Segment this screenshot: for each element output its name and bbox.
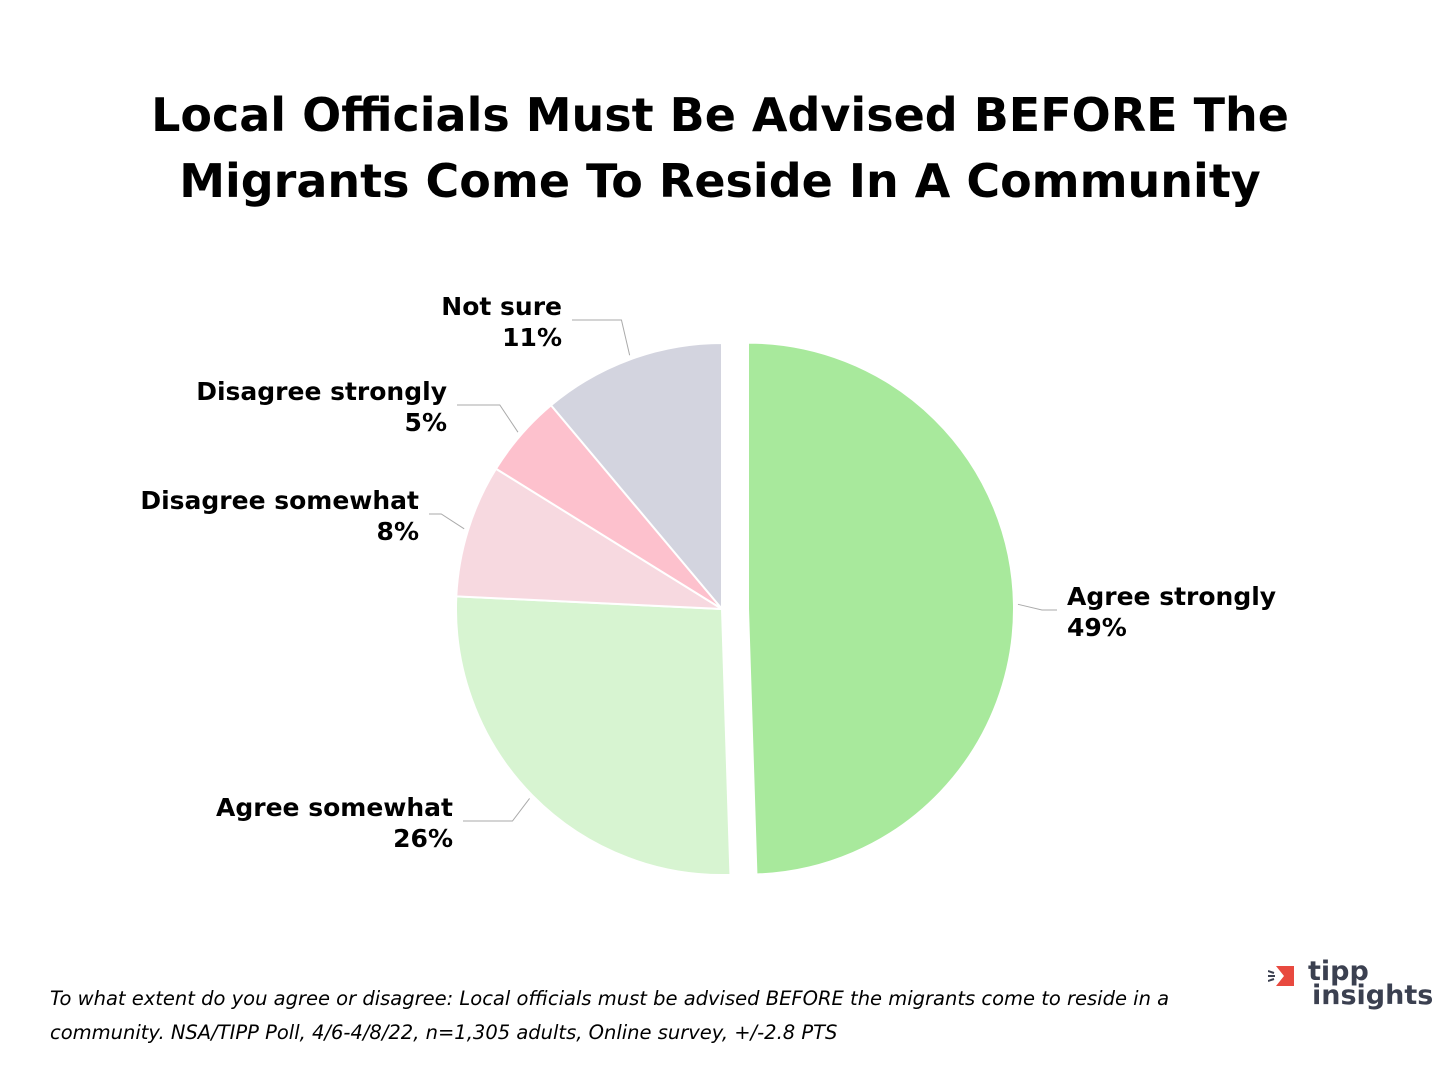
value-label: 26%: [393, 824, 453, 853]
value-label: 5%: [405, 408, 447, 437]
logo-icon: [1268, 966, 1294, 986]
logo-line: insights: [1312, 980, 1434, 1011]
slice-label: Not sure: [441, 292, 562, 321]
leader-line: [572, 319, 631, 356]
value-label: 8%: [377, 517, 419, 546]
pie-slice: [549, 341, 723, 612]
leader-line: [429, 513, 465, 530]
pie-slice: [455, 467, 726, 611]
logo-line: tipp: [1308, 956, 1369, 987]
slice-label: Agree somewhat: [216, 793, 453, 822]
pie-slice: [455, 595, 732, 876]
value-label: 11%: [502, 323, 562, 352]
leader-line: [457, 404, 519, 433]
logo: tipp insights: [1268, 956, 1434, 1011]
leader-line: [463, 798, 530, 822]
slice-label: Disagree somewhat: [140, 486, 419, 515]
slice-label: Disagree strongly: [196, 377, 447, 406]
chart-title: Local Officials Must Be Advised BEFORE T…: [151, 88, 1289, 208]
footnote: To what extent do you agree or disagree:…: [50, 987, 1170, 1044]
leader-line: [1017, 603, 1057, 611]
value-label: 49%: [1067, 613, 1127, 642]
slice-label: Agree strongly: [1067, 582, 1276, 611]
pie-slice: [746, 341, 1016, 876]
